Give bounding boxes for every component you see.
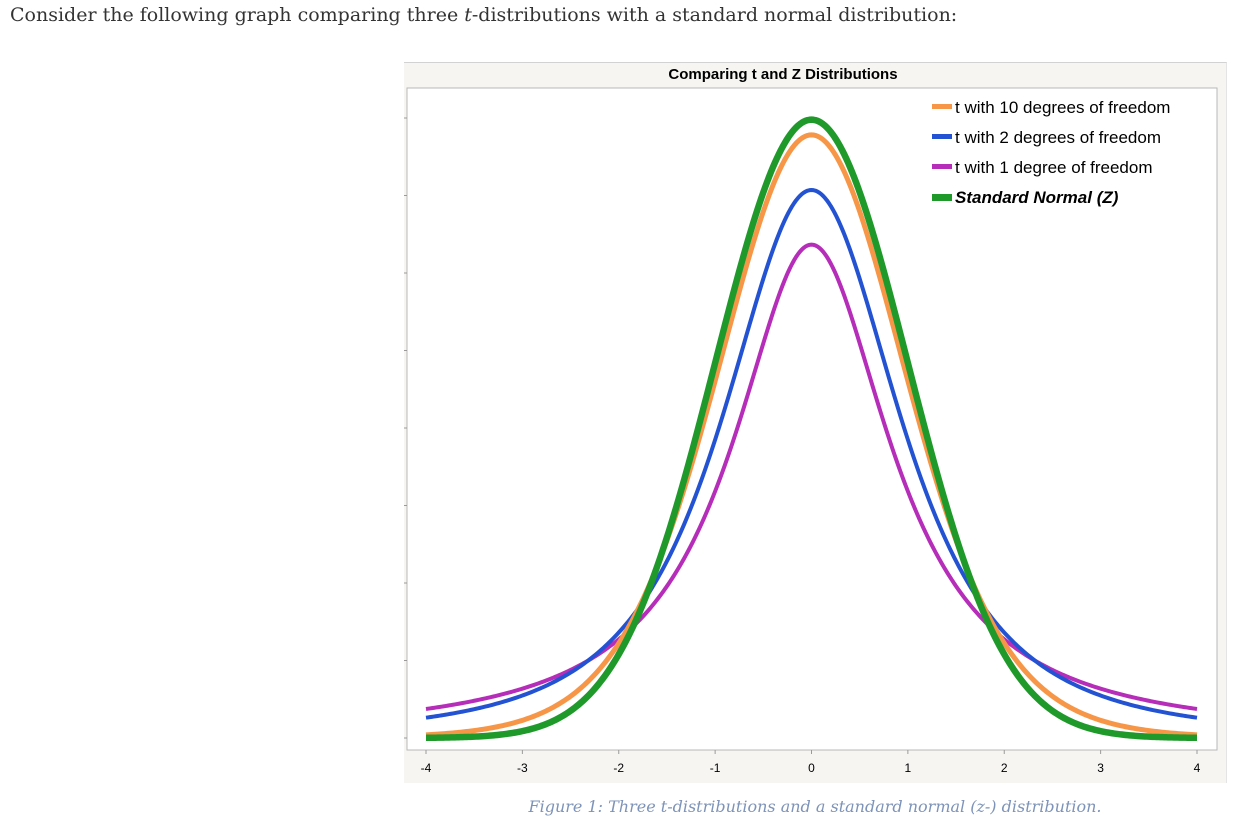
x-tick-label: -3 — [517, 761, 528, 775]
intro-t-variable: t — [464, 4, 472, 26]
curve-z — [424, 116, 1199, 742]
legend-swatch-t2 — [932, 134, 952, 139]
x-tick-label: -4 — [421, 761, 432, 775]
x-tick-label: -2 — [613, 761, 624, 775]
chart-title: Comparing t and Z Distributions — [668, 66, 897, 83]
x-tick-label: -1 — [710, 761, 721, 775]
x-axis: -4 -3 -2 -1 0 1 2 3 4 — [421, 750, 1201, 775]
x-tick-label: 2 — [1001, 761, 1008, 775]
x-tick-label: 1 — [905, 761, 912, 775]
legend: t with 10 degrees of freedom t with 2 deg… — [932, 98, 1170, 207]
legend-swatch-t10 — [932, 104, 952, 109]
legend-label-z: Standard Normal (Z) — [955, 188, 1119, 207]
curve-t2 — [425, 187, 1198, 720]
x-tick-label: 0 — [808, 761, 815, 775]
legend-swatch-t1 — [932, 164, 952, 169]
intro-text: Consider the following graph comparing t… — [10, 4, 957, 26]
distribution-chart: Comparing t and Z Distributions -4 -3 -2 -1… — [404, 66, 1218, 775]
intro-text-before: Consider the following graph comparing t… — [10, 4, 465, 26]
y-axis-ticks — [404, 117, 407, 739]
legend-swatch-z — [932, 194, 952, 201]
x-tick-label: 4 — [1194, 761, 1201, 775]
legend-label-t10: t with 10 degrees of freedom — [955, 98, 1170, 117]
curve-t1 — [425, 242, 1198, 711]
plot-area — [406, 87, 1218, 751]
legend-label-t1: t with 1 degree of freedom — [955, 158, 1153, 177]
legend-label-t2: t with 2 degrees of freedom — [955, 128, 1161, 147]
x-tick-label: 3 — [1097, 761, 1104, 775]
curves — [424, 116, 1199, 742]
curve-t10 — [425, 132, 1198, 738]
intro-text-after: -distributions with a standard normal di… — [471, 4, 958, 26]
figure-caption: Figure 1: Three t-distributions and a st… — [528, 797, 1102, 816]
